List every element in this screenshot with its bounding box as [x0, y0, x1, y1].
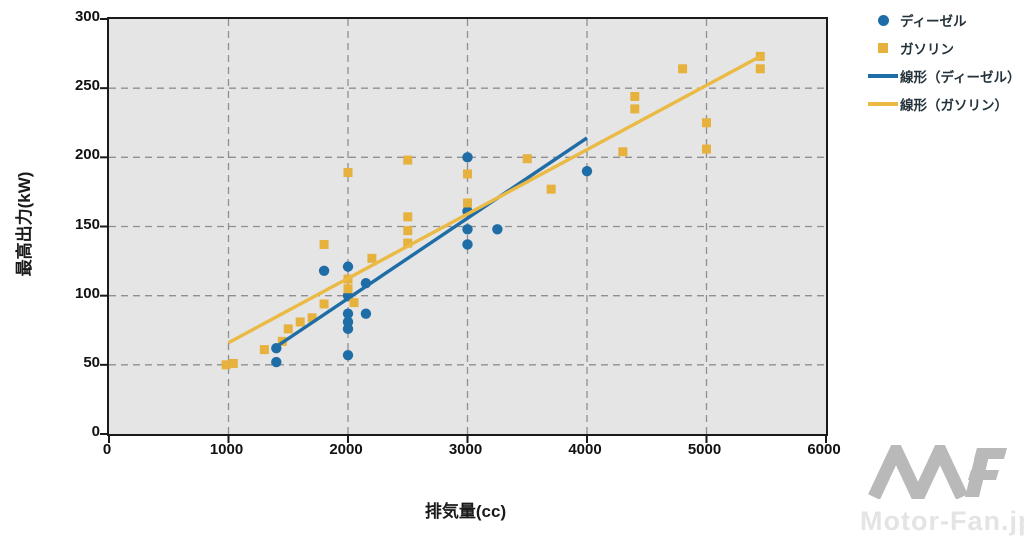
legend-label: ディーゼル — [900, 14, 967, 29]
y-tick-label: 50 — [83, 353, 100, 371]
legend-marker-shape — [868, 102, 898, 106]
data-point-ディーゼル — [462, 224, 473, 235]
data-point-ガソリン — [463, 198, 472, 208]
legend-square-icon — [866, 43, 900, 53]
data-point-ディーゼル — [318, 265, 330, 276]
legend-marker-shape — [868, 74, 898, 78]
motor-fan-logo-icon — [868, 434, 1007, 513]
legend: ディーゼルガソリン線形（ディーゼル） 線形（ガソリン） — [866, 6, 1021, 118]
data-point-ガソリン — [678, 64, 688, 74]
legend-marker-shape — [877, 14, 889, 26]
legend-marker-shape — [878, 43, 888, 53]
data-point-ガソリン — [630, 91, 640, 101]
data-point-ガソリン — [283, 324, 293, 334]
plot-area — [100, 17, 828, 443]
legend-item: ディーゼル — [866, 6, 1021, 34]
data-point-ガソリン — [307, 313, 317, 323]
data-point-ガソリン — [349, 298, 359, 308]
legend-line-icon — [866, 74, 900, 78]
y-tick-label: 0 — [91, 423, 100, 440]
data-point-ガソリン — [546, 184, 556, 194]
data-point-ディーゼル — [342, 323, 354, 335]
data-point-ディーゼル — [342, 349, 354, 361]
y-axis-title: 最高出力(kW) — [15, 171, 34, 277]
data-point-ディーゼル — [342, 308, 354, 319]
legend-label: 線形（ディーゼル） — [900, 70, 1021, 85]
x-tick-label: 3000 — [448, 441, 483, 458]
plot-svg — [100, 18, 827, 443]
data-point-ガソリン — [618, 147, 628, 157]
x-tick-label: 0 — [102, 441, 112, 458]
legend-item: ガソリン — [866, 34, 1021, 62]
legend-item: 線形（ガソリン） — [866, 90, 1021, 118]
data-point-ガソリン — [367, 253, 377, 263]
data-point-ガソリン — [319, 239, 329, 249]
watermark-text: Motor-Fan.jp — [860, 506, 1024, 536]
trend-line-線形（ガソリン） — [227, 54, 762, 345]
data-point-ディーゼル — [462, 239, 473, 250]
data-point-ガソリン — [702, 144, 711, 154]
data-point-ガソリン — [403, 155, 413, 165]
data-point-ディーゼル — [271, 356, 282, 368]
legend-label: ガソリン — [900, 42, 954, 57]
data-point-ガソリン — [463, 169, 472, 179]
data-point-ディーゼル — [360, 308, 372, 319]
watermark: Motor-Fan.jp — [860, 434, 1024, 537]
y-tick-label: 250 — [74, 77, 100, 95]
data-point-ガソリン — [319, 299, 329, 309]
data-point-ディーゼル — [462, 152, 473, 163]
x-tick-label: 1000 — [209, 441, 244, 458]
x-tick-label: 5000 — [687, 441, 722, 458]
data-point-ガソリン — [630, 104, 640, 114]
legend-label: 線形（ガソリン） — [900, 98, 1008, 113]
trend-line-線形（ディーゼル） — [272, 136, 588, 350]
data-point-ガソリン — [702, 118, 711, 128]
x-tick-label: 6000 — [807, 441, 841, 458]
legend-item: 線形（ディーゼル） — [866, 62, 1021, 90]
data-point-ガソリン — [221, 360, 231, 370]
legend-line-icon — [866, 102, 900, 106]
y-tick-label: 150 — [74, 215, 100, 233]
data-point-ディーゼル — [492, 224, 503, 235]
x-axis-title: 排気量(cc) — [424, 502, 507, 521]
data-point-ガソリン — [755, 64, 765, 74]
y-tick-label: 200 — [74, 146, 100, 164]
data-point-ガソリン — [403, 226, 413, 236]
data-point-ガソリン — [228, 358, 238, 368]
data-point-ガソリン — [522, 154, 532, 164]
data-point-ガソリン — [259, 345, 269, 355]
x-tick-label: 4000 — [568, 441, 602, 458]
data-point-ガソリン — [343, 284, 353, 294]
data-point-ガソリン — [295, 317, 305, 327]
data-point-ディーゼル — [581, 165, 593, 177]
y-tick-label: 100 — [74, 284, 100, 302]
legend-circle-icon — [866, 14, 900, 26]
data-point-ガソリン — [403, 212, 413, 222]
x-tick-label: 2000 — [329, 441, 363, 458]
data-point-ガソリン — [403, 238, 413, 248]
data-point-ガソリン — [343, 168, 353, 178]
y-tick-label: 300 — [74, 8, 100, 25]
data-point-ディーゼル — [342, 261, 354, 272]
